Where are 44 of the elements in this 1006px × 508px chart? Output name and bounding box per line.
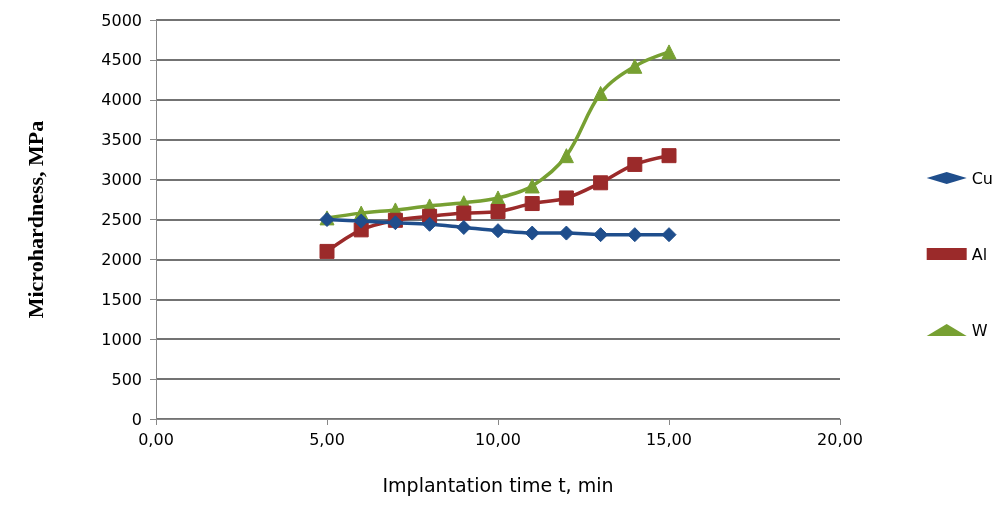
point — [524, 196, 540, 212]
point — [456, 219, 472, 235]
x-tick-label: 20,00 — [817, 429, 863, 449]
point — [319, 243, 335, 259]
point — [661, 148, 677, 164]
y-tick-label: 1500 — [101, 289, 142, 309]
x-axis-title: Implantation time t, min — [382, 473, 614, 496]
point — [593, 175, 609, 191]
y-tick-label: 1000 — [101, 329, 142, 349]
point — [558, 225, 574, 241]
y-tick-label: 4000 — [101, 90, 142, 110]
point — [490, 190, 506, 206]
point — [558, 148, 574, 164]
x-tick-label: 0,00 — [138, 429, 174, 449]
y-tick-label: 0 — [131, 409, 142, 429]
point — [524, 178, 540, 194]
point — [593, 85, 609, 101]
point — [353, 213, 369, 229]
y-tick-label: 3000 — [101, 170, 142, 190]
point — [593, 227, 609, 243]
y-tick-label: 5000 — [101, 10, 142, 30]
point — [490, 223, 506, 239]
point — [661, 227, 677, 243]
point — [627, 58, 643, 74]
point — [524, 225, 540, 241]
point — [661, 44, 677, 60]
point — [422, 216, 438, 232]
point — [456, 205, 472, 221]
y-tick-label: 2000 — [101, 249, 142, 269]
y-tick-label: 500 — [111, 369, 142, 389]
point — [490, 204, 506, 220]
x-tick-label: 10,00 — [475, 429, 521, 449]
y-tick-label: 2500 — [101, 210, 142, 229]
point — [627, 227, 643, 243]
y-tick-label: 4500 — [101, 50, 142, 70]
y-axis-title: Microhardness, MPa — [22, 120, 48, 319]
legend-label: W — [971, 320, 988, 340]
x-tick-label: 15,00 — [646, 429, 692, 449]
point — [627, 156, 643, 172]
legend-label: Cu — [971, 168, 993, 188]
y-tick-label: 3500 — [101, 130, 142, 150]
point — [558, 190, 574, 206]
x-tick-label: 5,00 — [309, 429, 345, 449]
legend-label: Al — [971, 244, 988, 264]
